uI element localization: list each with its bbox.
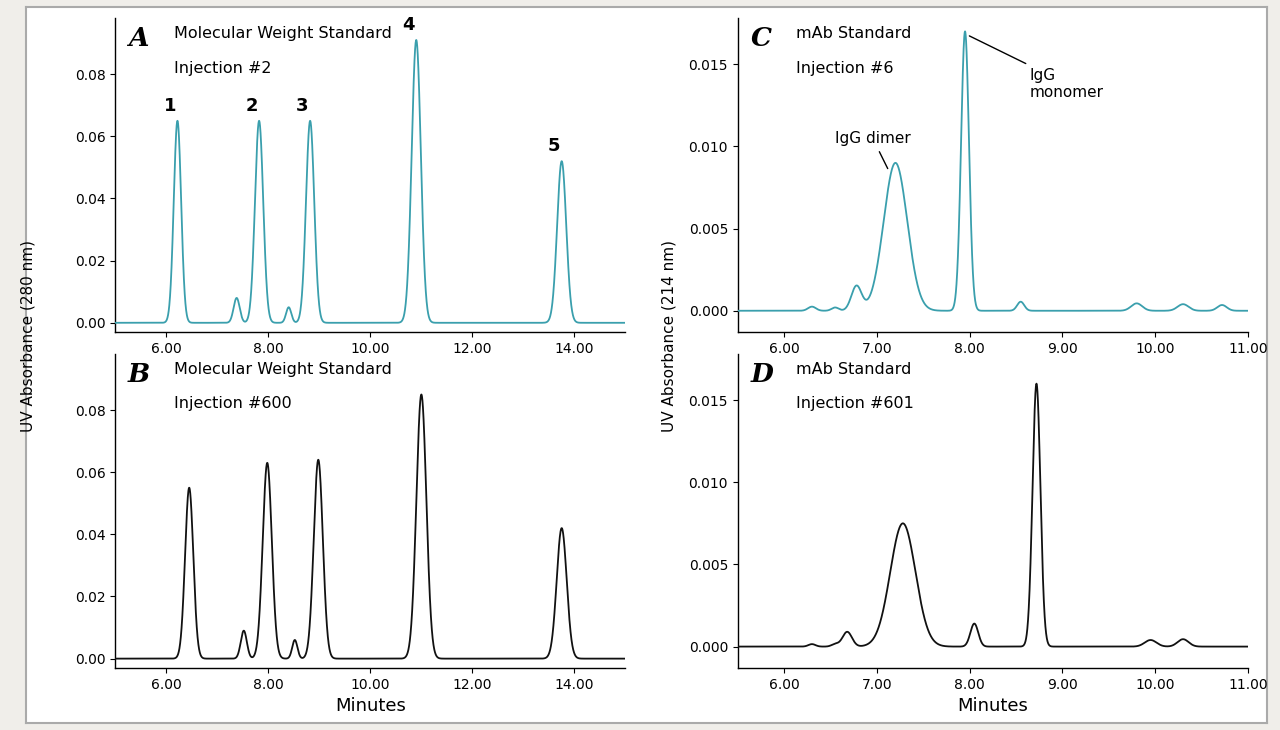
Text: UV Absorbance (280 nm): UV Absorbance (280 nm) (20, 239, 36, 432)
Text: Injection #601: Injection #601 (796, 396, 914, 412)
Text: D: D (750, 362, 773, 387)
X-axis label: Minutes: Minutes (957, 697, 1028, 715)
Text: 1: 1 (164, 96, 177, 115)
Text: Injection #2: Injection #2 (174, 61, 271, 76)
Text: Injection #6: Injection #6 (796, 61, 893, 76)
Text: Molecular Weight Standard: Molecular Weight Standard (174, 362, 392, 377)
Text: UV Absorbance (214 nm): UV Absorbance (214 nm) (662, 239, 677, 432)
Text: mAb Standard: mAb Standard (796, 26, 911, 41)
Text: A: A (128, 26, 148, 51)
Text: Injection #600: Injection #600 (174, 396, 292, 412)
Text: IgG dimer: IgG dimer (835, 131, 911, 169)
Text: mAb Standard: mAb Standard (796, 362, 911, 377)
Text: IgG
monomer: IgG monomer (969, 36, 1103, 100)
Text: Molecular Weight Standard: Molecular Weight Standard (174, 26, 392, 41)
Text: 5: 5 (548, 137, 561, 155)
Text: B: B (128, 362, 150, 387)
Text: 4: 4 (402, 16, 415, 34)
Text: 2: 2 (246, 96, 257, 115)
X-axis label: Minutes: Minutes (335, 697, 406, 715)
Text: 3: 3 (296, 96, 308, 115)
Text: C: C (750, 26, 772, 51)
